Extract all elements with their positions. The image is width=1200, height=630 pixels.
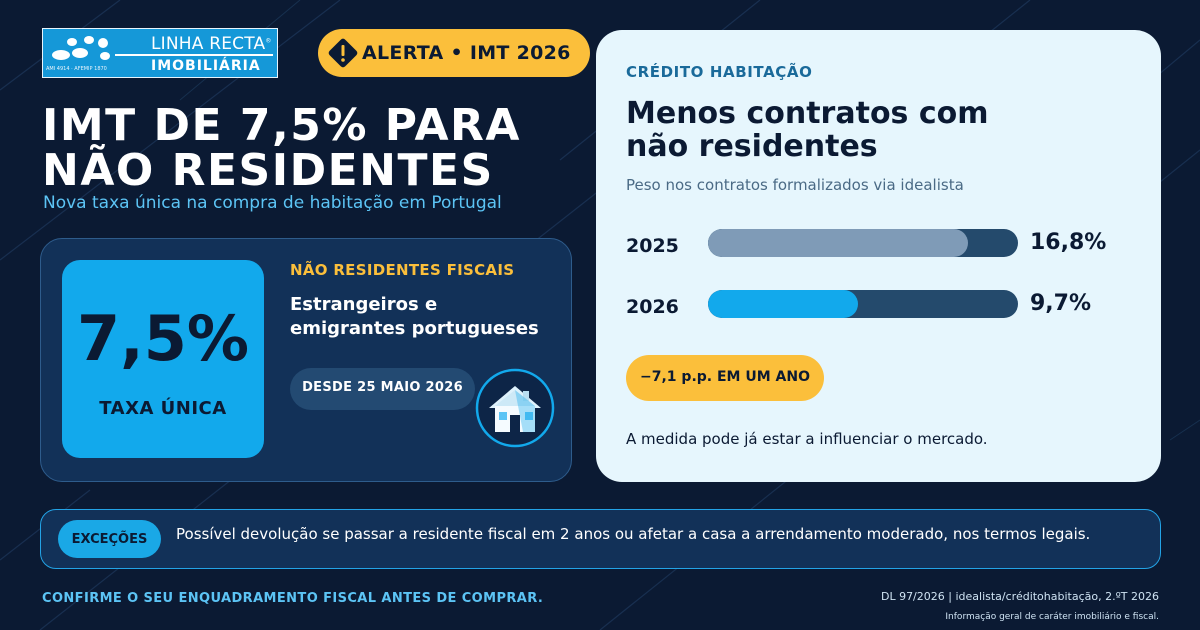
audience-title: NÃO RESIDENTES FISCAIS [290, 261, 515, 279]
brand-name: LINHA RECTA® [151, 34, 272, 54]
rate-value: 7,5% [77, 302, 249, 375]
panel-subtitle: Peso nos contratos formalizados via idea… [626, 176, 964, 194]
exceptions-text: Possível devolução se passar a residente… [176, 525, 1091, 543]
exceptions-bar [40, 509, 1161, 569]
footer-cta: CONFIRME O SEU ENQUADRAMENTO FISCAL ANTE… [42, 591, 544, 606]
bar-value-2026: 9,7% [1030, 291, 1092, 316]
effective-date-badge: DESDE 25 MAIO 2026 [290, 368, 475, 410]
bar-2026 [708, 290, 859, 318]
bar-value-2025: 16,8% [1030, 230, 1107, 255]
exceptions-tag-label: EXCEÇÕES [71, 532, 148, 547]
footer-source: DL 97/2026 | idealista/créditohabitação,… [880, 590, 1159, 603]
brand-license: AMI 4914 · AFEMIP 1870 [46, 66, 107, 72]
warning-icon [328, 38, 358, 68]
effective-date-label: DESDE 25 MAIO 2026 [302, 380, 463, 395]
audience-description: Estrangeiros e emigrantes portugueses [290, 294, 539, 339]
rate-label: TAXA ÚNICA [99, 398, 227, 419]
bar-track-2025 [708, 229, 1018, 257]
logo-divider [115, 54, 273, 56]
panel-title: Menos contratos com não residentes [626, 96, 989, 164]
rate-box: 7,5% TAXA ÚNICA [62, 260, 264, 458]
house-icon [475, 368, 555, 448]
change-label: −7,1 p.p. EM UM ANO [640, 369, 810, 385]
exceptions-tag: EXCEÇÕES [58, 520, 161, 558]
bar-2025 [708, 229, 969, 257]
brand-division: IMOBILIÁRIA [151, 58, 261, 74]
footer-disclaimer: Informação geral de caráter imobiliário … [945, 612, 1159, 622]
alert-badge: ALERTA • IMT 2026 [318, 29, 590, 77]
panel-kicker: CRÉDITO HABITAÇÃO [626, 63, 813, 81]
change-badge: −7,1 p.p. EM UM ANO [626, 355, 824, 401]
bar-label-2025: 2025 [626, 235, 679, 257]
bar-track-2026 [708, 290, 1018, 318]
page-title: IMT DE 7,5% PARA NÃO RESIDENTES [42, 100, 521, 196]
alert-label: ALERTA • IMT 2026 [362, 42, 571, 64]
panel-note: A medida pode já estar a influenciar o m… [626, 430, 988, 448]
bar-label-2026: 2026 [626, 296, 679, 318]
footprints-icon [52, 36, 110, 60]
brand-logo[interactable]: LINHA RECTA® IMOBILIÁRIA AMI 4914 · AFEM… [42, 28, 278, 78]
page-subtitle: Nova taxa única na compra de habitação e… [43, 193, 502, 213]
